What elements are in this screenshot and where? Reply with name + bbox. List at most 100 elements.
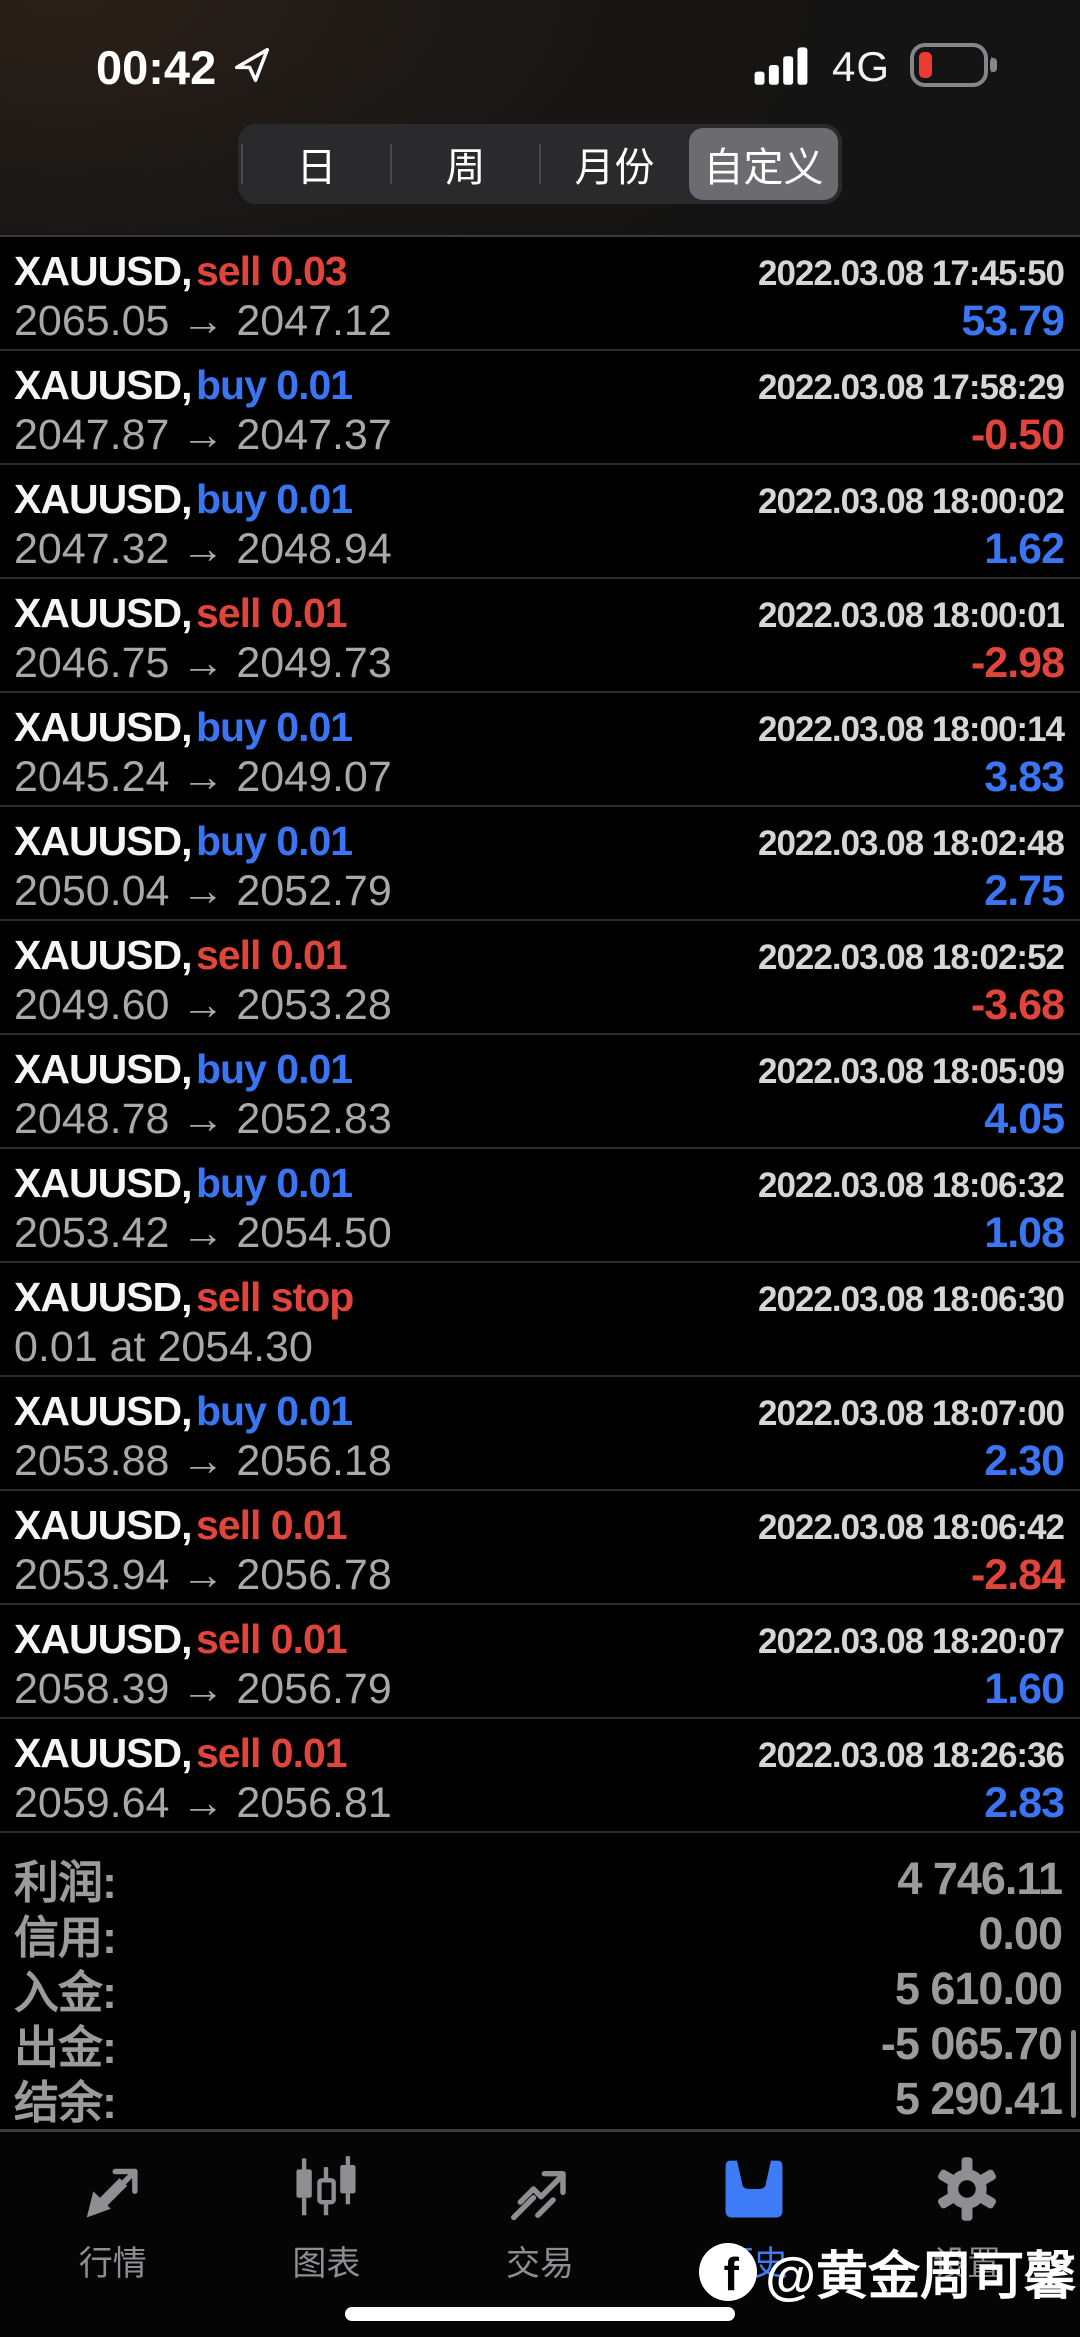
trade-history-list: XAUUSD, sell 0.03 2022.03.08 17:45:50 20… xyxy=(0,237,1080,1833)
trade-symbol: XAUUSD, xyxy=(14,589,193,636)
trade-prices: 2047.87 → 2047.37 xyxy=(14,411,392,460)
summary-label: 结余: xyxy=(14,2077,117,2128)
period-tab[interactable]: 月份 xyxy=(539,128,689,200)
tab-quotes[interactable]: 行情 xyxy=(6,2132,220,2337)
trade-type: buy 0.01 xyxy=(195,1045,353,1092)
trade-row[interactable]: XAUUSD, sell stop 2022.03.08 18:06:30 0.… xyxy=(0,1263,1080,1377)
trade-symbol: XAUUSD, xyxy=(14,1615,193,1662)
home-indicator[interactable] xyxy=(345,2307,735,2321)
charts-icon xyxy=(289,2152,363,2226)
trade-profit: 1.08 xyxy=(984,1209,1065,1258)
trade-row[interactable]: XAUUSD, sell 0.01 2022.03.08 18:02:52 20… xyxy=(0,921,1080,1035)
trade-symbol: XAUUSD, xyxy=(14,931,193,978)
period-tab-label: 月份 xyxy=(574,146,655,190)
trade-row[interactable]: XAUUSD, buy 0.01 2022.03.08 18:06:32 205… xyxy=(0,1149,1080,1263)
trade-prices: 2047.32 → 2048.94 xyxy=(14,525,392,574)
trade-symbol: XAUUSD, xyxy=(14,1159,193,1206)
tab-settings[interactable]: 设置 xyxy=(860,2132,1074,2337)
trade-timestamp: 2022.03.08 18:06:42 xyxy=(758,1507,1065,1547)
trade-profit: 1.60 xyxy=(984,1665,1065,1714)
period-tab[interactable]: 周 xyxy=(390,128,540,200)
trade-timestamp: 2022.03.08 18:06:32 xyxy=(758,1165,1065,1205)
settings-icon xyxy=(930,2152,1004,2226)
history-icon xyxy=(717,2152,791,2226)
trade-prices: 2053.88 → 2056.18 xyxy=(14,1437,392,1486)
summary-value: 4 746.11 xyxy=(897,1852,1063,1904)
trade-symbol: XAUUSD, xyxy=(14,475,193,522)
trade-type: buy 0.01 xyxy=(195,703,353,750)
trade-prices: 2045.24 → 2049.07 xyxy=(14,753,392,802)
trade-prices: 0.01 at 2054.30 xyxy=(14,1323,313,1372)
quotes-icon xyxy=(76,2152,150,2226)
tab-label: 行情 xyxy=(78,2245,147,2283)
trade-row[interactable]: XAUUSD, buy 0.01 2022.03.08 18:00:02 204… xyxy=(0,465,1080,579)
trade-timestamp: 2022.03.08 18:06:30 xyxy=(758,1279,1065,1319)
clock-time: 00:42 xyxy=(96,40,217,94)
trade-row[interactable]: XAUUSD, sell 0.01 2022.03.08 18:00:01 20… xyxy=(0,579,1080,693)
trade-timestamp: 2022.03.08 18:00:02 xyxy=(758,481,1065,521)
period-tab[interactable]: 日 xyxy=(241,128,391,200)
tab-charts[interactable]: 图表 xyxy=(220,2132,434,2337)
trade-timestamp: 2022.03.08 18:02:52 xyxy=(758,937,1065,977)
trade-prices: 2053.94 → 2056.78 xyxy=(14,1551,392,1600)
trade-icon xyxy=(503,2152,577,2226)
summary-value: -5 065.70 xyxy=(880,2017,1063,2069)
watermark: f @黄金周可馨 xyxy=(699,2234,1076,2309)
trade-prices: 2058.39 → 2056.79 xyxy=(14,1665,392,1714)
watermark-handle: @黄金周可馨 xyxy=(765,2248,1076,2306)
trade-row[interactable]: XAUUSD, buy 0.01 2022.03.08 18:07:00 205… xyxy=(0,1377,1080,1491)
trade-profit: 2.30 xyxy=(984,1437,1065,1486)
period-tab-label: 自定义 xyxy=(703,146,824,190)
trade-row[interactable]: XAUUSD, buy 0.01 2022.03.08 18:05:09 204… xyxy=(0,1035,1080,1149)
trade-type: sell 0.01 xyxy=(195,1615,348,1662)
trade-type: buy 0.01 xyxy=(195,1387,353,1434)
summary-row: 出金: -5 065.70 xyxy=(14,2016,1063,2074)
tab-label: 设置 xyxy=(933,2245,1002,2283)
trade-row[interactable]: XAUUSD, sell 0.03 2022.03.08 17:45:50 20… xyxy=(0,237,1080,351)
summary-label: 出金: xyxy=(14,2022,117,2073)
network-type-label: 4G xyxy=(831,43,890,90)
trade-prices: 2048.78 → 2052.83 xyxy=(14,1095,392,1144)
period-segmented-control: 日 周 月份 自定义 xyxy=(238,124,842,204)
trade-row[interactable]: XAUUSD, buy 0.01 2022.03.08 18:02:48 205… xyxy=(0,807,1080,921)
trade-row[interactable]: XAUUSD, sell 0.01 2022.03.08 18:06:42 20… xyxy=(0,1491,1080,1605)
trade-profit: -2.84 xyxy=(970,1551,1065,1600)
trade-prices: 2050.04 → 2052.79 xyxy=(14,867,392,916)
trade-symbol: XAUUSD, xyxy=(14,247,193,294)
trade-timestamp: 2022.03.08 18:26:36 xyxy=(758,1735,1065,1775)
trade-row[interactable]: XAUUSD, buy 0.01 2022.03.08 17:58:29 204… xyxy=(0,351,1080,465)
scrollbar-thumb[interactable] xyxy=(1071,2030,1076,2118)
trade-type: sell 0.01 xyxy=(195,1501,348,1548)
trade-symbol: XAUUSD, xyxy=(14,817,193,864)
trade-profit: 3.83 xyxy=(984,753,1065,802)
summary-label: 入金: xyxy=(14,1967,117,2018)
tab-label: 交易 xyxy=(505,2245,574,2283)
summary-row: 利润: 4 746.11 xyxy=(14,1851,1063,1909)
trade-prices: 2059.64 → 2056.81 xyxy=(14,1779,392,1828)
trade-timestamp: 2022.03.08 18:02:48 xyxy=(758,823,1065,863)
trade-profit: 53.79 xyxy=(961,297,1065,346)
period-tab-label: 周 xyxy=(445,146,486,190)
trade-prices: 2049.60 → 2053.28 xyxy=(14,981,392,1030)
trade-type: sell 0.01 xyxy=(195,931,348,978)
trade-type: sell 0.01 xyxy=(195,1729,348,1776)
trade-profit: 2.83 xyxy=(984,1779,1065,1828)
facebook-icon: f xyxy=(699,2242,758,2301)
trade-row[interactable]: XAUUSD, sell 0.01 2022.03.08 18:20:07 20… xyxy=(0,1605,1080,1719)
summary-label: 信用: xyxy=(14,1912,117,1963)
trade-timestamp: 2022.03.08 18:05:09 xyxy=(758,1051,1065,1091)
status-bar: 00:42 4G xyxy=(0,0,1080,108)
location-arrow-icon xyxy=(232,45,272,90)
summary-row: 入金: 5 610.00 xyxy=(14,1961,1063,2019)
trade-prices: 2065.05 → 2047.12 xyxy=(14,297,392,346)
trade-type: buy 0.01 xyxy=(195,817,353,864)
tab-trade[interactable]: 交易 xyxy=(433,2132,647,2337)
period-tab[interactable]: 自定义 xyxy=(689,128,838,200)
trade-row[interactable]: XAUUSD, sell 0.01 2022.03.08 18:26:36 20… xyxy=(0,1719,1080,1833)
trade-timestamp: 2022.03.08 17:58:29 xyxy=(758,367,1065,407)
summary-value: 0.00 xyxy=(978,1907,1063,1959)
trade-row[interactable]: XAUUSD, buy 0.01 2022.03.08 18:00:14 204… xyxy=(0,693,1080,807)
trade-symbol: XAUUSD, xyxy=(14,703,193,750)
battery-low-icon xyxy=(910,41,1002,94)
trade-prices: 2053.42 → 2054.50 xyxy=(14,1209,392,1258)
